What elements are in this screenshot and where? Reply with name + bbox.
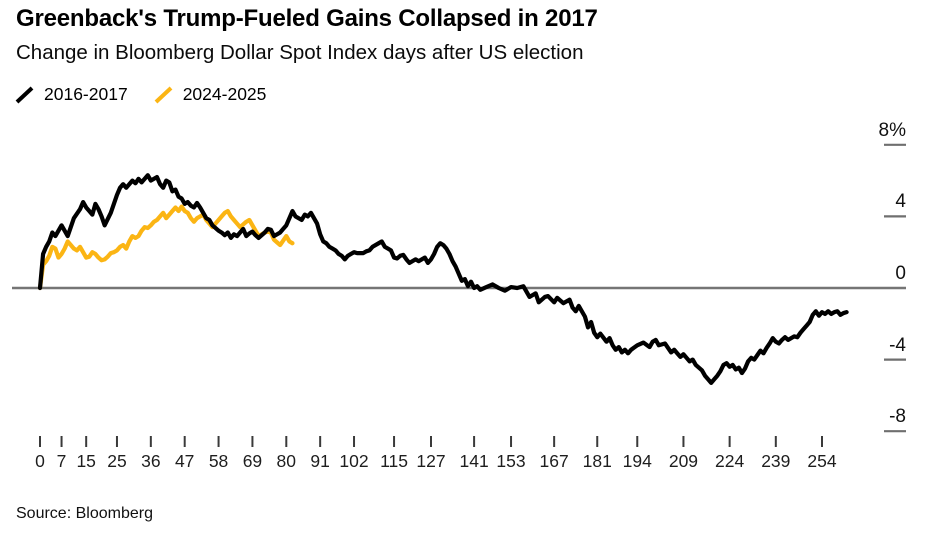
legend-item-2024-2025: 2024-2025: [154, 84, 267, 105]
series-line-2016-2017: [37, 173, 849, 385]
legend-label-2024-2025: 2024-2025: [182, 84, 267, 104]
source-note: Source: Bloomberg: [16, 505, 153, 522]
series-line-2024-2025: [37, 204, 295, 291]
chart-legend: 2016-2017 2024-2025: [15, 84, 266, 105]
legend-slash-icon-black: [15, 86, 34, 103]
legend-label-2016-2017: 2016-2017: [44, 84, 128, 104]
legend-item-2016-2017: 2016-2017: [15, 84, 128, 105]
chart-title: Greenback's Trump-Fueled Gains Collapsed…: [16, 5, 598, 32]
chart-subtitle: Change in Bloomberg Dollar Spot Index da…: [16, 41, 584, 64]
legend-slash-icon-yellow: [154, 86, 173, 103]
